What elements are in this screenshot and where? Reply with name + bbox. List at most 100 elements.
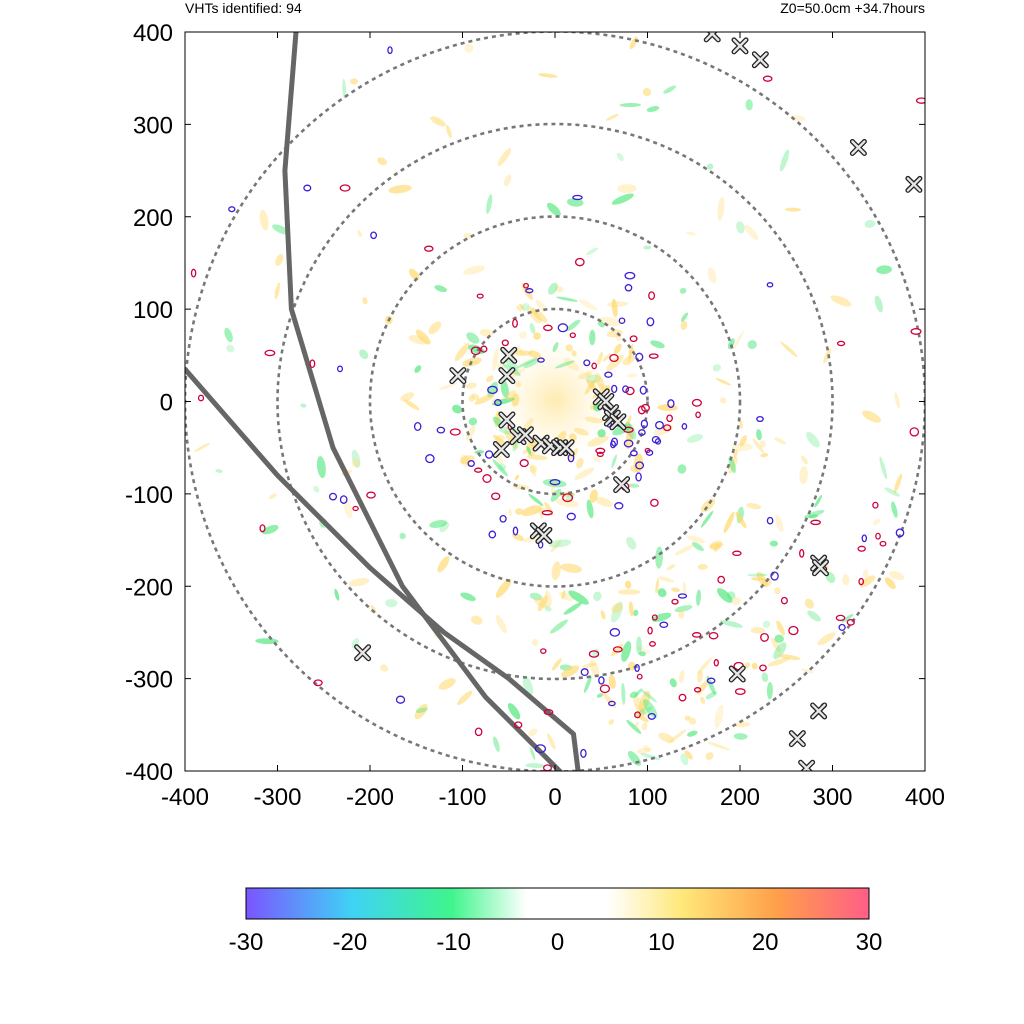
field-patch	[465, 382, 477, 389]
vorticity-contour	[766, 282, 774, 288]
field-patch	[474, 393, 495, 405]
vht-marker-fill	[598, 394, 614, 409]
colorbar-gradient	[245, 887, 870, 920]
field-patch	[686, 231, 697, 236]
field-patch	[669, 678, 677, 688]
field-patch	[756, 429, 762, 441]
field-patch	[438, 382, 458, 391]
field-patch	[779, 149, 790, 172]
field-patch	[776, 620, 785, 636]
vorticity-contour	[838, 623, 846, 631]
field-patch	[655, 578, 659, 594]
field-patch	[717, 197, 725, 221]
field-patch	[486, 375, 494, 383]
field-patch	[500, 380, 509, 399]
field-patch	[746, 503, 762, 510]
field-patch	[589, 329, 596, 346]
vorticity-contour	[650, 498, 659, 507]
vht-marker	[449, 367, 467, 385]
vorticity-contour	[580, 748, 587, 758]
field-patch	[634, 721, 639, 729]
y-tick-label: 300	[133, 112, 173, 139]
vht-marker	[811, 559, 829, 577]
vorticity-contour	[370, 231, 378, 240]
field-patch	[747, 573, 768, 577]
field-patch	[414, 703, 428, 720]
field-patch	[359, 349, 369, 360]
vorticity-contour	[259, 524, 266, 533]
field-patch	[674, 605, 693, 613]
field-patch	[739, 435, 747, 447]
field-patch	[597, 351, 603, 366]
vht-marker-fill	[851, 140, 866, 155]
vorticity-contour	[618, 317, 626, 324]
vorticity-contour	[352, 505, 359, 512]
field-patch	[585, 370, 593, 378]
field-patch	[628, 483, 640, 488]
field-patch	[313, 485, 320, 493]
field-patch	[808, 514, 819, 519]
field-patch	[542, 479, 567, 488]
field-patches	[194, 36, 905, 768]
field-patch	[573, 427, 589, 436]
field-patch	[701, 498, 715, 513]
field-patch	[629, 36, 638, 50]
vht-marker-fill	[799, 761, 814, 771]
field-patch	[408, 268, 420, 281]
storm-tracks	[185, 32, 581, 771]
vorticity-contour	[328, 492, 338, 501]
field-patch	[626, 373, 638, 378]
field-patch	[622, 355, 636, 366]
field-patch	[774, 437, 787, 445]
x-tick-label: -200	[346, 784, 394, 811]
field-patch	[715, 378, 732, 386]
vorticity-contour	[611, 384, 618, 394]
field-patch	[608, 719, 615, 725]
field-patch	[586, 499, 594, 519]
vht-marker	[498, 367, 516, 385]
vorticity-contour	[541, 510, 553, 516]
field-patch	[434, 285, 448, 293]
field-patch	[578, 372, 590, 380]
vorticity-contour	[630, 450, 638, 457]
colorbar-tick-label: 30	[856, 929, 883, 956]
field-patch	[519, 303, 525, 310]
field-patch	[566, 319, 581, 332]
vorticity-contour	[609, 628, 621, 637]
time-label: Z0=50.0cm +34.7hours	[780, 0, 925, 16]
field-patch	[686, 535, 705, 544]
vorticity-contour	[339, 184, 351, 192]
field-patch	[554, 285, 564, 293]
field-patch	[719, 620, 743, 628]
field-patch	[807, 610, 821, 622]
y-tick-label: 0	[160, 390, 173, 417]
field-patch	[561, 665, 580, 678]
field-patch	[589, 489, 598, 503]
vht-marker-fill	[732, 38, 748, 54]
vorticity-contour	[309, 359, 316, 369]
vht-marker-fill	[790, 731, 805, 746]
field-patch	[696, 589, 701, 606]
field-patch	[511, 393, 520, 407]
field-patch	[705, 752, 714, 760]
vorticity-contour	[501, 339, 509, 347]
field-patch	[801, 668, 814, 674]
field-patch	[550, 619, 568, 634]
vorticity-contour	[537, 357, 545, 363]
field-patch	[343, 498, 353, 519]
field-patch	[547, 733, 556, 750]
field-patch	[739, 419, 743, 430]
vorticity-contour	[810, 519, 821, 526]
field-patch	[646, 106, 660, 112]
vorticity-contour	[514, 721, 523, 729]
field-patch	[522, 675, 534, 697]
vorticity-contour	[387, 46, 393, 55]
vorticity-contour	[512, 318, 518, 328]
field-patch	[688, 717, 697, 725]
vorticity-contour	[534, 744, 547, 754]
field-patch	[657, 588, 667, 598]
vorticity-contour	[366, 491, 376, 499]
vorticity-contour	[678, 693, 687, 702]
field-patch	[697, 670, 703, 683]
field-patch	[351, 458, 361, 468]
